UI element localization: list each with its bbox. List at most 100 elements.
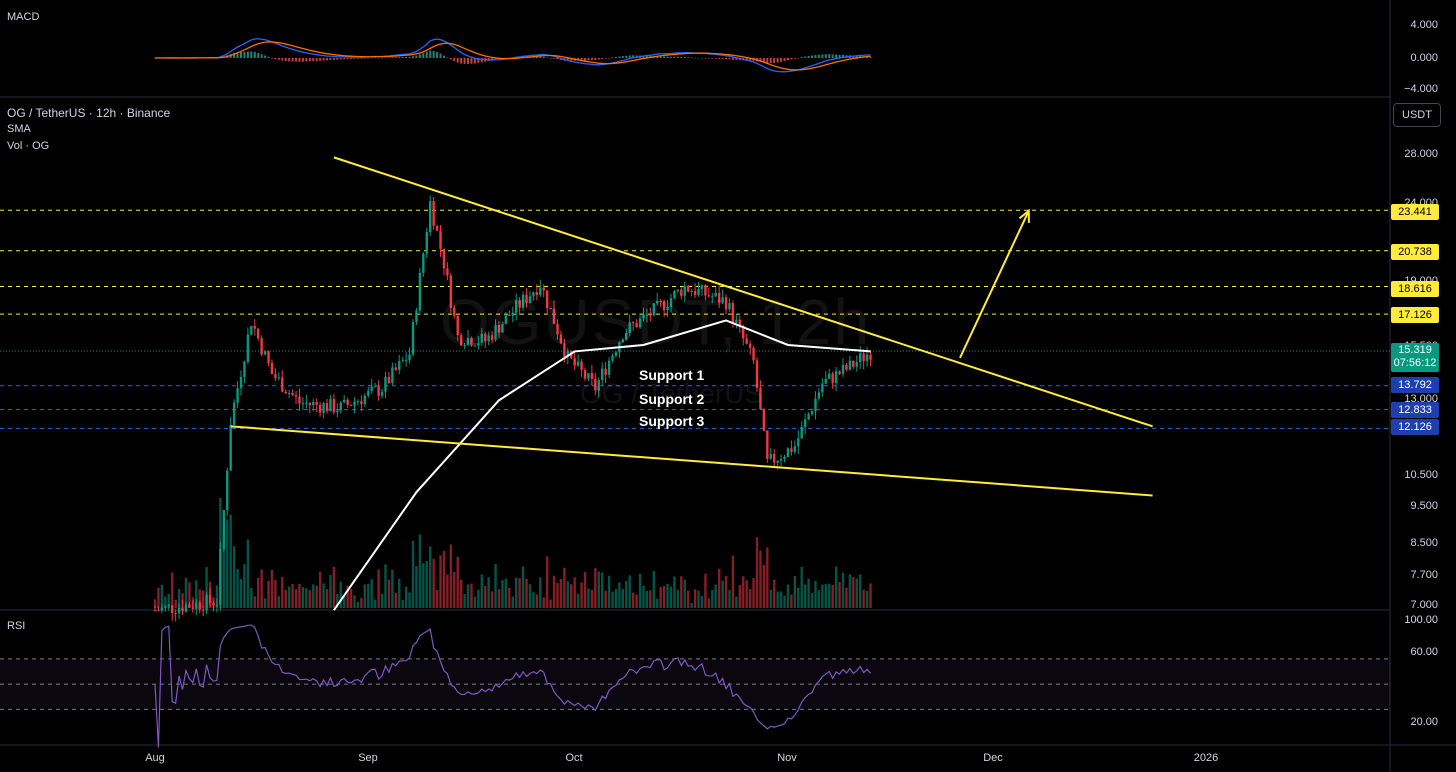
- candle-body: [834, 371, 838, 384]
- volume-bar: [332, 566, 336, 608]
- volume-bar: [834, 566, 838, 608]
- macd-histogram-bar: [817, 54, 820, 58]
- volume-bar: [174, 599, 177, 608]
- candle-body: [766, 430, 769, 459]
- macd-histogram-bar: [852, 55, 855, 58]
- time-axis-tick: Aug: [145, 752, 165, 764]
- candle-body: [817, 392, 821, 399]
- volume-bar: [539, 577, 542, 608]
- candle-body: [783, 456, 786, 460]
- volume-bar: [239, 578, 243, 608]
- candle-body: [367, 390, 370, 396]
- candle-body: [291, 392, 294, 396]
- macd-histogram-bar: [353, 58, 356, 59]
- candle-body: [394, 367, 397, 370]
- candle-body: [859, 353, 862, 363]
- macd-histogram-bar: [281, 58, 284, 61]
- rsi-line: [154, 624, 871, 748]
- volume-bar: [855, 578, 858, 608]
- volume-bar: [852, 577, 855, 608]
- macd-histogram-bar: [370, 57, 373, 59]
- candle-body: [380, 391, 384, 396]
- volume-bar: [611, 591, 614, 608]
- macd-histogram-bar: [288, 58, 291, 62]
- macd-histogram-bar: [811, 55, 814, 58]
- rsi-pane-label[interactable]: RSI: [7, 620, 26, 632]
- candle-body: [556, 324, 559, 335]
- macd-histogram-bar: [363, 58, 366, 59]
- volume-bar: [432, 558, 435, 608]
- macd-histogram-bar: [243, 51, 246, 58]
- volume-bar: [549, 599, 552, 608]
- volume-bar: [628, 575, 631, 608]
- volume-bar: [470, 583, 473, 608]
- macd-histogram-bar: [350, 58, 353, 59]
- volume-bar: [649, 590, 652, 608]
- volume-bar: [721, 580, 724, 608]
- time-axis-tick: Sep: [358, 752, 378, 764]
- candle-body: [673, 291, 676, 299]
- volume-bar: [253, 596, 256, 608]
- macd-histogram-bar: [780, 58, 783, 62]
- macd-pane-label[interactable]: MACD: [7, 11, 40, 23]
- candle-body: [742, 326, 745, 339]
- macd-histogram-bar: [855, 55, 858, 58]
- volume-bar: [363, 584, 367, 608]
- volume-bar: [188, 582, 191, 608]
- volume-bar: [659, 586, 662, 608]
- volume-indicator-label[interactable]: Vol · OG: [7, 140, 50, 152]
- time-axis-tick: Oct: [565, 752, 583, 764]
- volume-bar: [731, 555, 735, 608]
- candle-body: [257, 328, 260, 339]
- candle-body: [649, 314, 652, 316]
- sma-line: [333, 319, 871, 611]
- candle-body: [652, 303, 655, 316]
- macd-histogram-bar: [683, 56, 686, 58]
- volume-bar: [274, 579, 277, 608]
- candle-body: [449, 275, 453, 308]
- macd-histogram-bar: [260, 54, 263, 58]
- volume-bar: [456, 556, 459, 608]
- macd-histogram-bar: [429, 50, 432, 58]
- macd-histogram-bar: [621, 56, 624, 58]
- volume-bar: [841, 572, 845, 608]
- sma-indicator-label[interactable]: SMA: [7, 123, 31, 135]
- volume-bar: [556, 582, 559, 608]
- candle-body: [831, 373, 834, 384]
- candle-body: [852, 360, 855, 367]
- candle-body: [459, 335, 463, 346]
- macd-histogram-bar: [556, 58, 559, 60]
- volume-bar: [236, 569, 239, 608]
- candle-body: [755, 360, 759, 388]
- volume-bar: [384, 564, 387, 608]
- candle-body: [174, 612, 177, 614]
- volume-bar: [408, 592, 411, 608]
- macd-histogram-bar: [398, 56, 401, 58]
- volume-bar: [621, 589, 625, 608]
- volume-bar: [587, 588, 590, 608]
- price-axis-tick: 7.000: [1410, 599, 1438, 611]
- symbol-title[interactable]: OG / TetherUS · 12h · Binance: [7, 106, 171, 120]
- volume-bar: [676, 589, 680, 608]
- candle-body: [198, 602, 201, 610]
- macd-histogram-bar: [315, 58, 318, 61]
- candle-body: [841, 364, 845, 375]
- candle-body: [676, 289, 680, 292]
- macd-histogram-bar: [793, 58, 796, 59]
- candle-body: [370, 386, 373, 391]
- macd-histogram-bar: [735, 58, 738, 60]
- macd-histogram-bar: [731, 58, 734, 60]
- macd-histogram-bar: [436, 51, 439, 58]
- volume-bar: [222, 527, 225, 608]
- macd-histogram-bar: [725, 58, 728, 60]
- currency-button[interactable]: USDT: [1393, 103, 1441, 127]
- volume-bar: [631, 592, 635, 608]
- candle-body: [497, 325, 501, 333]
- macd-histogram-bar: [546, 57, 549, 58]
- support-1-label: Support 1: [639, 367, 705, 383]
- candle-body: [373, 386, 377, 388]
- candle-body: [422, 253, 425, 273]
- macd-histogram-bar: [422, 53, 425, 58]
- macd-histogram-bar: [625, 55, 628, 58]
